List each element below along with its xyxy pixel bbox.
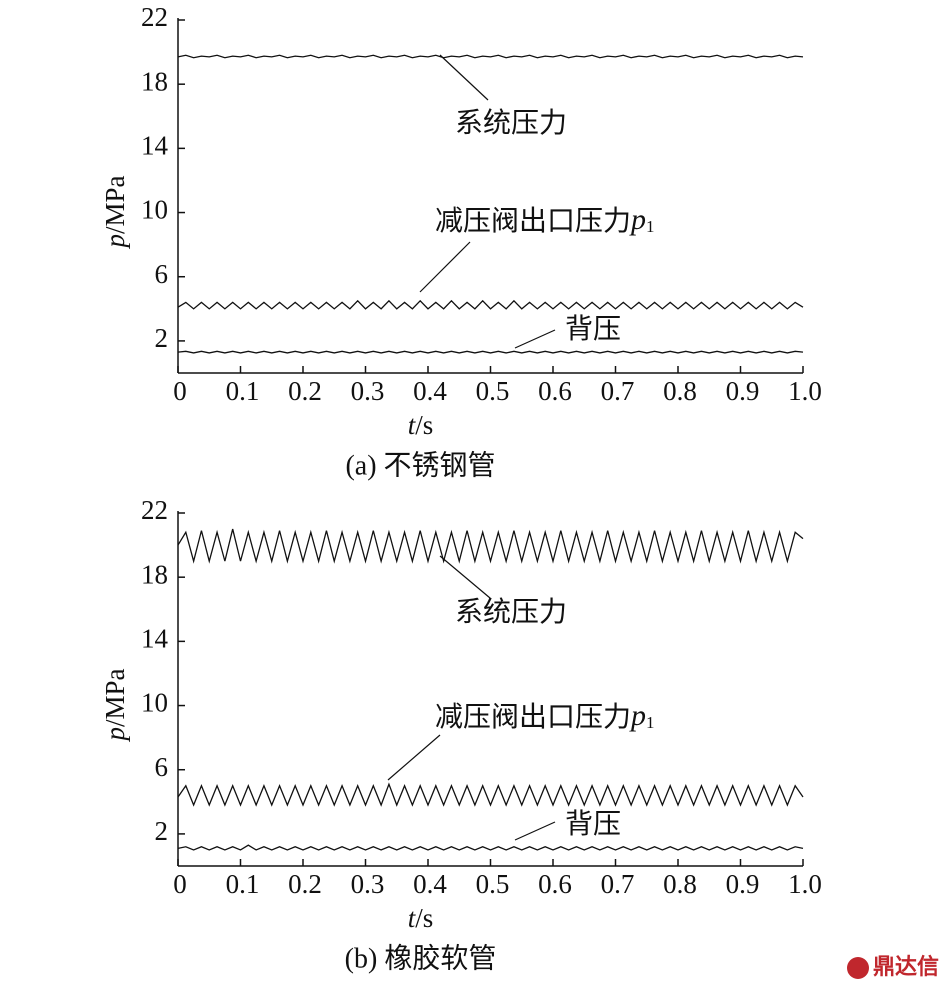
x-axis-label: t/s bbox=[408, 903, 434, 933]
annotation: 减压阀出口压力p1 bbox=[435, 203, 655, 237]
annotation-sub: 1 bbox=[646, 217, 655, 236]
annotation-text: 减压阀出口压力 bbox=[435, 700, 631, 733]
x-axis-label: t/s bbox=[408, 410, 434, 440]
x-tick-label: 0.4 bbox=[413, 376, 447, 406]
x-tick-label: 0.6 bbox=[538, 869, 572, 899]
x-tick-label: 0.7 bbox=[601, 869, 635, 899]
x-tick-label: 0 bbox=[173, 869, 187, 899]
annotation-sub: 1 bbox=[646, 713, 655, 732]
data-line bbox=[177, 350, 804, 354]
leader-line bbox=[514, 329, 556, 349]
leader-line bbox=[439, 555, 491, 599]
x-tick-label: 0.3 bbox=[351, 376, 385, 406]
data-line bbox=[177, 299, 804, 310]
x-tick-label: 0.7 bbox=[601, 376, 635, 406]
y-label-unit: /MPa bbox=[100, 175, 130, 234]
x-label-var: t bbox=[408, 410, 417, 440]
annotation-text: 系统压力 bbox=[455, 595, 567, 628]
annotation-text: 背压 bbox=[565, 807, 621, 840]
annotation-text: 系统压力 bbox=[455, 106, 567, 139]
annotation-text: 背压 bbox=[565, 312, 621, 345]
y-tick-label: 22 bbox=[141, 2, 168, 32]
x-tick-label: 0 bbox=[173, 376, 187, 406]
data-line bbox=[177, 782, 804, 807]
leader-line bbox=[387, 734, 441, 781]
x-tick-label: 0.1 bbox=[226, 376, 260, 406]
y-label-unit: /MPa bbox=[100, 668, 130, 727]
annotation: 系统压力 bbox=[455, 106, 567, 139]
x-tick-label: 0.4 bbox=[413, 869, 447, 899]
leader-line bbox=[439, 54, 489, 101]
annotation-var: p bbox=[629, 203, 646, 236]
y-tick-label: 18 bbox=[141, 559, 168, 589]
y-label-var: p bbox=[100, 234, 130, 250]
y-tick-label: 2 bbox=[155, 323, 169, 353]
x-tick-label: 0.6 bbox=[538, 376, 572, 406]
x-tick-label: 0.1 bbox=[226, 869, 260, 899]
x-tick-label: 1.0 bbox=[788, 376, 822, 406]
y-axis-label: p/MPa bbox=[100, 175, 130, 249]
x-tick-label: 0.9 bbox=[726, 869, 760, 899]
y-tick-label: 22 bbox=[141, 495, 168, 525]
x-tick-label: 0.5 bbox=[476, 869, 510, 899]
x-label-unit: /s bbox=[415, 903, 433, 933]
y-tick-label: 14 bbox=[141, 624, 169, 654]
chart: 2 6 10 14 18 22 0 0.1 0.2 0.3 0.4 0.5 0.6 0.7 0.8 0.9 1.… bbox=[100, 495, 822, 974]
x-tick-label: 0.2 bbox=[288, 869, 322, 899]
caption: (a) 不锈钢管 bbox=[345, 449, 495, 481]
x-tick-label: 0.2 bbox=[288, 376, 322, 406]
annotation: 背压 bbox=[565, 807, 621, 840]
x-tick-label: 1.0 bbox=[788, 869, 822, 899]
annotation: 减压阀出口压力p1 bbox=[435, 699, 655, 733]
data-line bbox=[177, 528, 804, 564]
annotation-text: 减压阀出口压力 bbox=[435, 204, 631, 237]
annotation: 背压 bbox=[565, 312, 621, 345]
y-tick-label: 6 bbox=[155, 752, 169, 782]
caption: (b) 橡胶软管 bbox=[345, 942, 497, 974]
y-tick-label: 10 bbox=[141, 688, 168, 718]
data-line bbox=[177, 54, 804, 59]
leader-line bbox=[514, 821, 556, 841]
y-tick-label: 6 bbox=[155, 259, 169, 289]
x-tick-label: 0.5 bbox=[476, 376, 510, 406]
watermark: 鼎达信 bbox=[847, 954, 939, 980]
annotation-var: p bbox=[629, 699, 646, 732]
x-tick-label: 0.9 bbox=[726, 376, 760, 406]
x-tick-label: 0.8 bbox=[663, 376, 697, 406]
annotation: 系统压力 bbox=[455, 595, 567, 628]
data-line bbox=[177, 844, 804, 851]
x-tick-label: 0.3 bbox=[351, 869, 385, 899]
watermark-text: 鼎达信 bbox=[873, 954, 939, 980]
leader-line bbox=[419, 241, 471, 293]
x-tick-label: 0.8 bbox=[663, 869, 697, 899]
y-tick-label: 18 bbox=[141, 66, 168, 96]
y-label-var: p bbox=[100, 727, 130, 743]
y-axis-label: p/MPa bbox=[100, 668, 130, 742]
y-tick-label: 10 bbox=[141, 195, 168, 225]
y-tick-label: 14 bbox=[141, 131, 169, 161]
x-label-var: t bbox=[408, 903, 417, 933]
watermark-icon bbox=[847, 957, 869, 979]
y-tick-label: 2 bbox=[155, 816, 169, 846]
x-label-unit: /s bbox=[415, 410, 433, 440]
chart: 2 6 10 14 18 22 0 0.1 0.2 0.3 0.4 0.5 0.6 0.7 0.8 0.9 1.… bbox=[100, 2, 822, 481]
